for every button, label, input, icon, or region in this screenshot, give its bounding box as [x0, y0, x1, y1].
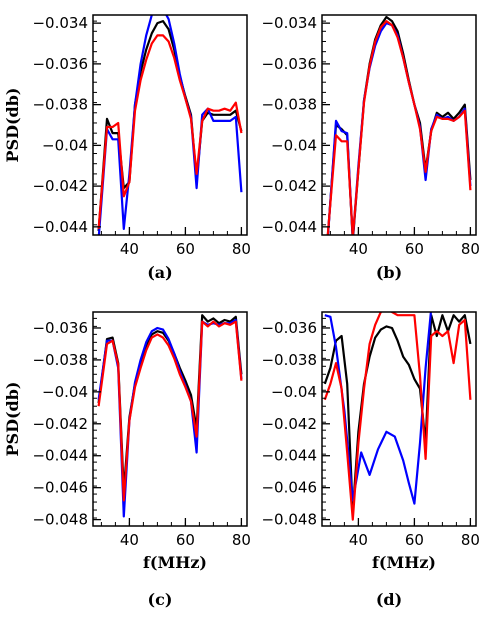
y-tick-label-d: −0.048	[261, 511, 317, 529]
y-tick-label-a: −0.044	[32, 218, 88, 236]
y-tick-label-c: −0.04	[42, 383, 88, 401]
y-tick-label-c: −0.044	[32, 447, 88, 465]
y-tick-label-d: −0.036	[261, 319, 317, 337]
series-line-d-2	[323, 312, 472, 521]
y-tick-label-b: −0.044	[261, 218, 317, 236]
y-tick-label-b: −0.038	[261, 96, 317, 114]
x-tick-label-c: 40	[120, 531, 139, 549]
panel-label-b: (b)	[376, 263, 402, 282]
series-line-b-1	[326, 22, 472, 235]
x-tick-label-a: 60	[176, 240, 195, 258]
plot-frame-c	[92, 311, 248, 527]
x-tick-label-c: 80	[232, 531, 251, 549]
y-tick-label-c: −0.048	[32, 511, 88, 529]
y-axis-label-c: PSD(db)	[3, 382, 22, 457]
series-line-d-0	[323, 314, 472, 513]
y-tick-label-c: −0.038	[32, 351, 88, 369]
panel-label-a: (a)	[147, 263, 173, 282]
x-tick-label-a: 80	[232, 240, 251, 258]
plot-frame-d	[321, 311, 477, 527]
x-tick-label-c: 60	[176, 531, 195, 549]
series-line-a-1	[97, 15, 243, 235]
y-tick-label-a: −0.042	[32, 177, 88, 195]
x-tick-label-b: 60	[405, 240, 424, 258]
series-line-c-2	[97, 320, 243, 502]
x-axis-label-c: f(MHz)	[143, 553, 207, 572]
y-tick-label-c: −0.036	[32, 319, 88, 337]
y-tick-label-b: −0.04	[271, 136, 317, 154]
chart-panel-a: −0.034 −0.036 −0.038 −0.04 −0.042 −0.044 40 60 8…	[3, 14, 251, 282]
y-tick-label-d: −0.038	[261, 351, 317, 369]
plot-frame-b	[321, 14, 477, 236]
y-tick-label-c: −0.042	[32, 415, 88, 433]
y-tick-label-a: −0.038	[32, 96, 88, 114]
x-axis-label-d: f(MHz)	[372, 553, 436, 572]
y-tick-label-c: −0.046	[32, 479, 88, 497]
chart-panel-c: −0.036 −0.038 −0.04 −0.042 −0.044 −0.046 −0.04…	[3, 311, 251, 609]
y-tick-label-a: −0.034	[32, 14, 88, 32]
x-tick-label-d: 80	[461, 531, 480, 549]
panel-label-c: (c)	[148, 590, 173, 609]
y-tick-label-d: −0.044	[261, 447, 317, 465]
x-tick-label-a: 40	[120, 240, 139, 258]
y-tick-label-a: −0.04	[42, 136, 88, 154]
x-tick-label-b: 40	[349, 240, 368, 258]
series-line-b-2	[326, 20, 472, 235]
y-axis-label-a: PSD(db)	[3, 88, 22, 163]
y-tick-label-a: −0.036	[32, 55, 88, 73]
series-line-a-2	[97, 34, 243, 229]
x-tick-label-d: 40	[349, 531, 368, 549]
x-tick-label-d: 60	[405, 531, 424, 549]
x-tick-label-b: 80	[461, 240, 480, 258]
y-tick-label-b: −0.034	[261, 14, 317, 32]
y-tick-label-b: −0.042	[261, 177, 317, 195]
chart-panel-d: −0.036 −0.038 −0.04 −0.042 −0.044 −0.046 −0.04…	[261, 311, 480, 609]
series-line-b-0	[326, 15, 472, 235]
y-tick-label-d: −0.046	[261, 479, 317, 497]
chart-panel-b: −0.034 −0.036 −0.038 −0.04 −0.042 −0.044 40 60 8…	[261, 14, 479, 282]
series-line-a-0	[97, 20, 243, 231]
y-tick-label-d: −0.04	[271, 383, 317, 401]
panel-label-d: (d)	[376, 590, 402, 609]
plot-frame-a	[92, 14, 248, 236]
y-tick-label-d: −0.042	[261, 415, 317, 433]
y-tick-label-b: −0.036	[261, 55, 317, 73]
